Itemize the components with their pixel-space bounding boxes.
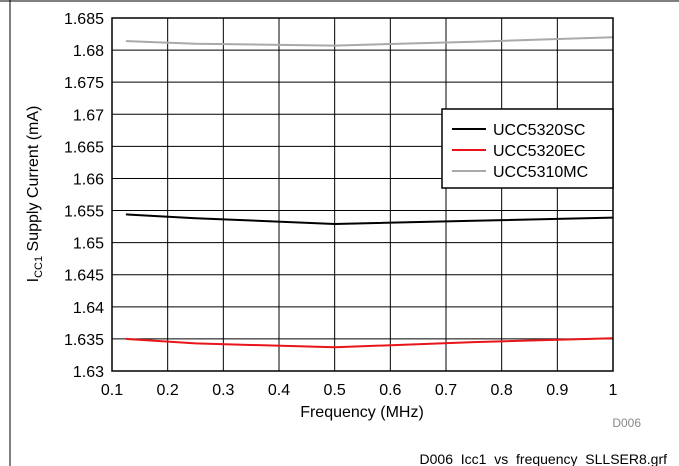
y-tick-label: 1.66 bbox=[73, 171, 104, 188]
y-tick-label: 1.63 bbox=[73, 364, 104, 381]
y-tick-labels: 1.63 1.635 1.64 1.645 1.65 1.655 1.66 1.665 1.67… bbox=[64, 11, 104, 381]
y-axis-label-rest: Supply Current (mA) bbox=[25, 106, 42, 256]
y-tick-label: 1.64 bbox=[73, 300, 104, 317]
x-tick-label: 0.9 bbox=[546, 382, 568, 399]
x-tick-label: 0.3 bbox=[212, 382, 234, 399]
series-line-ucc5320sc bbox=[125, 213, 614, 226]
y-tick-label: 1.68 bbox=[73, 43, 104, 60]
grid-lines bbox=[111, 17, 614, 372]
legend: UCC5320SC UCC5320EC UCC5310MC bbox=[441, 108, 614, 189]
legend-label-ucc5320sc: UCC5320SC bbox=[493, 122, 585, 139]
x-tick-label: 1 bbox=[609, 382, 618, 399]
legend-box bbox=[441, 108, 614, 189]
legend-label-ucc5320ec: UCC5320EC bbox=[493, 143, 585, 160]
y-axis-label-subscript: CC1 bbox=[33, 256, 45, 278]
x-axis-label: Frequency (MHz) bbox=[300, 404, 424, 421]
x-tick-label: 0.1 bbox=[101, 382, 123, 399]
series-layer bbox=[125, 36, 614, 349]
y-tick-label: 1.665 bbox=[64, 139, 104, 156]
graph-filename-label: D006_Icc1_vs_frequency_SLLSER8.grf bbox=[420, 451, 668, 466]
x-tick-label: 0.4 bbox=[268, 382, 290, 399]
y-tick-label: 1.655 bbox=[64, 204, 104, 221]
y-axis-label-main: I bbox=[25, 278, 42, 282]
x-tick-label: 0.8 bbox=[491, 382, 513, 399]
x-tick-label: 0.5 bbox=[324, 382, 346, 399]
series-line-ucc5320ec bbox=[125, 337, 614, 349]
y-tick-label: 1.65 bbox=[73, 236, 104, 253]
y-tick-label: 1.645 bbox=[64, 268, 104, 285]
y-tick-label: 1.675 bbox=[64, 75, 104, 92]
x-tick-label: 0.6 bbox=[379, 382, 401, 399]
y-tick-label: 1.635 bbox=[64, 332, 104, 349]
y-tick-label: 1.67 bbox=[73, 107, 104, 124]
figure-id-label: D006 bbox=[612, 416, 641, 430]
y-tick-label: 1.685 bbox=[64, 11, 104, 28]
series-line-ucc5310mc bbox=[125, 36, 614, 47]
x-tick-label: 0.2 bbox=[157, 382, 179, 399]
plot-frame bbox=[111, 17, 614, 372]
legend-label-ucc5310mc: UCC5310MC bbox=[493, 164, 588, 181]
x-tick-labels: 0.1 0.2 0.3 0.4 0.5 0.6 0.7 0.8 0.9 1 bbox=[101, 382, 618, 399]
y-axis-label: ICC1 Supply Current (mA) bbox=[25, 106, 45, 283]
x-tick-label: 0.7 bbox=[435, 382, 457, 399]
